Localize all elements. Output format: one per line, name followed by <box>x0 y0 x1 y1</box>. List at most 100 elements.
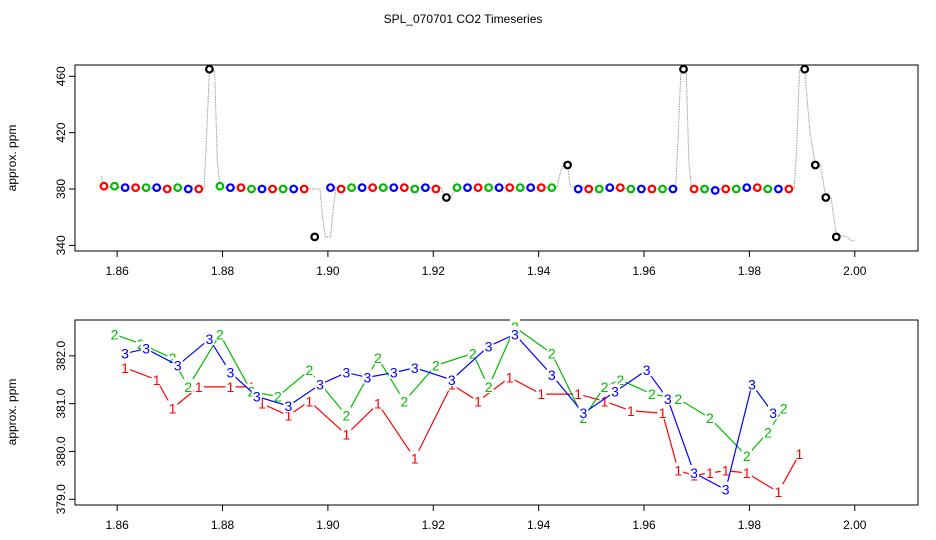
x-tick-label: 1.96 <box>632 264 656 278</box>
data-label: 2 <box>706 410 714 426</box>
data-point <box>679 64 688 74</box>
data-label: 1 <box>474 393 482 409</box>
y-axis-label: approx. ppm <box>5 379 19 446</box>
data-label: 1 <box>506 369 514 385</box>
data-point <box>215 181 225 191</box>
data-label: 2 <box>469 345 477 361</box>
data-label-bg <box>673 390 684 405</box>
data-label-bg <box>304 362 315 377</box>
data-label: 3 <box>769 405 777 421</box>
data-label: 2 <box>780 400 788 416</box>
data-point <box>399 183 409 193</box>
data-label: 1 <box>774 484 782 500</box>
data-label-bg <box>225 364 236 379</box>
data-label: 2 <box>601 379 609 395</box>
data-point <box>573 184 583 194</box>
y-tick-label: 382.0 <box>54 341 68 371</box>
data-point <box>536 183 546 193</box>
data-point <box>547 183 557 193</box>
data-label: 3 <box>485 338 493 354</box>
data-label-bg <box>246 383 257 398</box>
data-label-bg <box>172 357 183 372</box>
data-point <box>700 184 709 194</box>
data-label-bg <box>599 393 610 408</box>
data-point <box>810 160 820 170</box>
data-label-bg <box>314 376 325 391</box>
x-tick-label: 1.90 <box>316 264 340 278</box>
x-tick-label: 1.90 <box>316 518 340 532</box>
data-point <box>637 184 646 194</box>
data-point <box>347 183 357 193</box>
y-tick-label: 340 <box>54 235 68 255</box>
data-label: 3 <box>511 326 519 342</box>
data-label: 2 <box>616 372 624 388</box>
x-tick-label: 1.86 <box>105 264 129 278</box>
data-label: 3 <box>390 365 398 381</box>
x-tick-label: 1.98 <box>738 518 762 532</box>
data-label: 3 <box>227 365 235 381</box>
data-label-bg <box>409 450 420 465</box>
data-point <box>410 184 420 194</box>
data-label: 3 <box>121 345 129 361</box>
data-label: 3 <box>142 341 150 357</box>
data-point <box>268 184 278 194</box>
data-point <box>378 183 388 193</box>
y-axis-label: approx. ppm <box>5 125 19 192</box>
data-point <box>336 184 346 194</box>
data-label: 3 <box>411 360 419 376</box>
data-label-bg <box>778 400 789 415</box>
data-label: 2 <box>764 424 772 440</box>
data-point <box>515 183 525 193</box>
data-label: 2 <box>111 326 119 342</box>
data-point <box>326 183 335 193</box>
data-label-bg <box>204 331 215 346</box>
data-label: 3 <box>284 398 292 414</box>
data-point <box>605 183 615 193</box>
data-label: 1 <box>169 400 177 416</box>
data-point <box>257 184 267 194</box>
data-label: 2 <box>169 350 177 366</box>
data-point <box>162 184 172 194</box>
data-label-bg <box>372 395 383 410</box>
data-label-bg <box>573 386 584 401</box>
data-point <box>236 183 246 193</box>
data-label-bg <box>251 388 262 403</box>
data-label-bg <box>167 400 178 415</box>
data-point <box>473 183 483 193</box>
data-label-bg <box>720 462 731 477</box>
data-label-bg <box>151 371 162 386</box>
x-tick-label: 1.86 <box>105 518 129 532</box>
data-label-bg <box>641 362 652 377</box>
data-label-bg <box>773 484 784 499</box>
data-label-bg <box>257 395 268 410</box>
data-label: 2 <box>648 386 656 402</box>
data-label-bg <box>768 405 779 420</box>
data-label: 1 <box>411 451 419 467</box>
data-label: 2 <box>137 336 145 352</box>
data-label-bg <box>657 405 668 420</box>
data-point <box>299 184 309 194</box>
data-label-bg <box>704 409 715 424</box>
data-label-bg <box>546 345 557 360</box>
data-point <box>752 183 762 193</box>
data-label: 1 <box>121 360 129 376</box>
data-label: 1 <box>674 463 682 479</box>
data-label: 1 <box>284 408 292 424</box>
data-label: 1 <box>374 396 382 412</box>
data-label-bg <box>430 357 441 372</box>
data-label: 1 <box>659 405 667 421</box>
x-tick-label: 1.94 <box>527 518 551 532</box>
data-label: 2 <box>274 388 282 404</box>
data-label-bg <box>193 378 204 393</box>
data-label: 3 <box>611 384 619 400</box>
data-point <box>615 183 625 193</box>
data-label: 2 <box>743 448 751 464</box>
data-point <box>463 183 472 193</box>
data-label-bg <box>673 462 684 477</box>
data-point <box>763 184 773 194</box>
data-point <box>731 184 741 194</box>
data-point <box>421 183 430 193</box>
data-point <box>357 183 367 193</box>
data-label: 3 <box>690 465 698 481</box>
